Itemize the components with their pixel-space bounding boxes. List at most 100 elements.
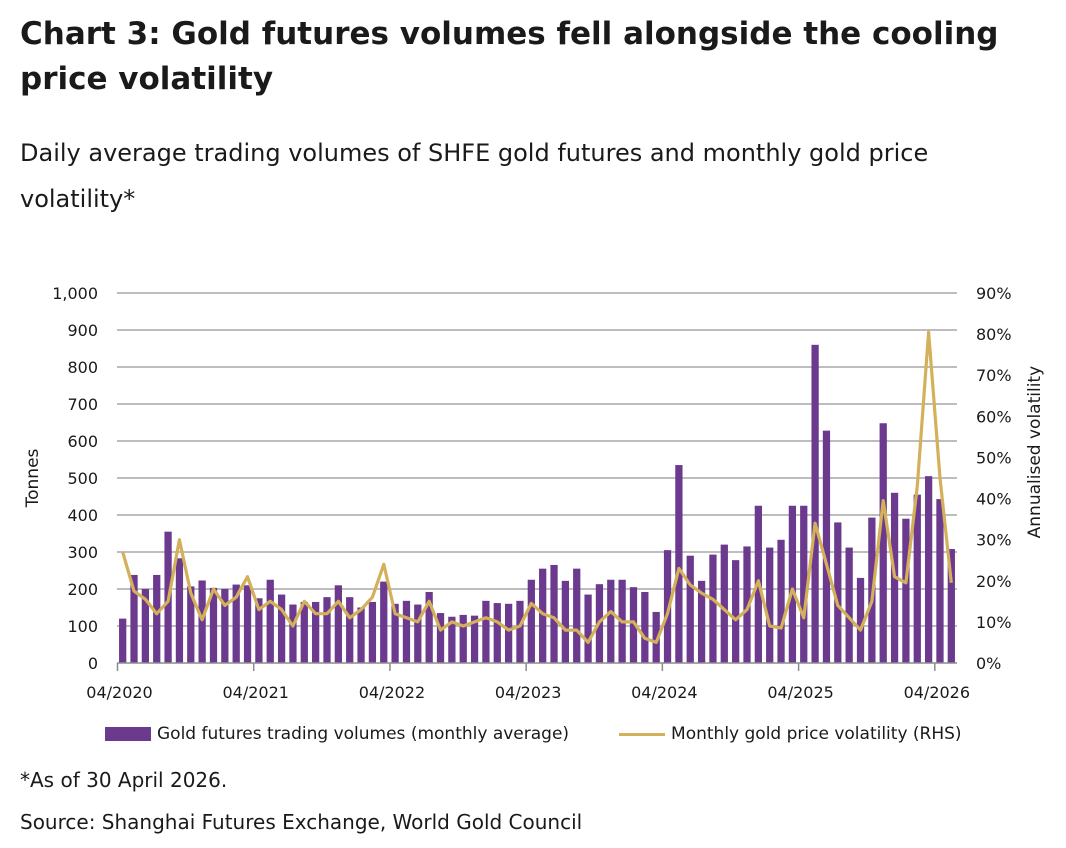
volume-bar xyxy=(720,544,728,663)
y2-tick-label: 20% xyxy=(976,572,1012,591)
legend-item-bars: Gold futures trading volumes (monthly av… xyxy=(105,724,569,744)
y-tick-label: 0 xyxy=(88,654,98,673)
x-tick-label: 04/2023 xyxy=(495,683,561,702)
legend-swatch-bars xyxy=(105,727,151,741)
y2-tick-label: 50% xyxy=(976,448,1012,467)
x-tick-label: 04/2026 xyxy=(904,683,970,702)
y2-tick-label: 10% xyxy=(976,613,1012,632)
y2-tick-label: 80% xyxy=(976,325,1012,344)
y-tick-label: 1,000 xyxy=(52,284,98,303)
volume-bar xyxy=(652,611,660,663)
y-tick-label: 600 xyxy=(67,432,98,451)
volume-bar xyxy=(425,591,433,663)
y2-tick-label: 90% xyxy=(976,284,1012,303)
legend-swatch-line xyxy=(619,732,666,736)
volume-bar xyxy=(334,585,342,663)
chart-subtitle: Daily average trading volumes of SHFE go… xyxy=(20,139,929,213)
volatility-line xyxy=(121,330,953,644)
volume-bar xyxy=(550,564,558,663)
y-tick-label: 200 xyxy=(67,580,98,599)
volume-bar xyxy=(368,601,377,663)
y-tick-label: 500 xyxy=(67,469,98,488)
volume-bar xyxy=(312,601,320,663)
volume-bar xyxy=(448,616,456,663)
volume-bar xyxy=(822,430,831,663)
volume-bar xyxy=(913,494,921,663)
legend-label-bars: Gold futures trading volumes (monthly av… xyxy=(157,724,570,744)
x-tick-label: 04/2021 xyxy=(222,683,288,702)
volume-bar xyxy=(141,589,150,663)
legend: Gold futures trading volumes (monthly av… xyxy=(105,724,1012,744)
volume-bar xyxy=(493,603,501,663)
volume-bar xyxy=(902,518,910,663)
volume-bar xyxy=(119,618,127,663)
volume-bar xyxy=(255,598,263,663)
volume-bar xyxy=(856,577,865,663)
volume-bar xyxy=(629,587,638,663)
volume-bar xyxy=(743,546,751,663)
volume-bar xyxy=(573,568,581,663)
volume-bar xyxy=(153,574,161,663)
volume-bar xyxy=(641,591,649,663)
footnote: *As of 30 April 2026. xyxy=(20,768,228,792)
volume-bar xyxy=(777,539,785,663)
volume-bar xyxy=(561,580,570,663)
x-tick-label: 04/2022 xyxy=(359,683,425,702)
combo-chart: 0 100 200 300 400 500 600 700 800 900 1,000 0% 10% 20… xyxy=(23,284,1045,702)
chart-title: Chart 3: Gold futures volumes fell along… xyxy=(20,16,999,97)
x-tick-label: 04/2020 xyxy=(86,683,152,702)
volume-bar xyxy=(391,603,399,663)
volume-bar xyxy=(924,476,933,663)
volume-bar xyxy=(266,579,274,663)
volume-bar xyxy=(380,581,388,663)
y2-tick-label: 40% xyxy=(976,490,1012,509)
volume-bar xyxy=(709,554,717,663)
volume-bar xyxy=(300,601,308,663)
volume-bar xyxy=(516,600,524,663)
volume-bar xyxy=(788,505,797,663)
legend-label-line: Monthly gold price volatility (RHS) xyxy=(671,724,962,744)
volume-bar xyxy=(732,560,740,663)
volume-bar xyxy=(482,600,490,663)
volume-bar xyxy=(187,586,195,663)
y2-tick-label: 30% xyxy=(976,531,1012,550)
volume-bar xyxy=(402,600,411,663)
volume-bar xyxy=(221,589,229,663)
volume-bar xyxy=(663,550,672,663)
y-axis-title: Tonnes xyxy=(23,448,43,508)
volume-bar xyxy=(504,603,513,663)
y-tick-label: 100 xyxy=(67,617,98,636)
volume-bar xyxy=(675,465,683,663)
volume-bar xyxy=(470,615,479,663)
y2-tick-label: 70% xyxy=(976,366,1012,385)
volume-bar xyxy=(175,558,184,663)
volume-bar xyxy=(936,499,944,663)
volume-bar xyxy=(527,579,535,663)
volume-bar xyxy=(539,568,547,663)
volume-bar xyxy=(845,547,853,663)
volume-bar xyxy=(686,555,694,663)
y-tick-label: 700 xyxy=(67,395,98,414)
volume-bar xyxy=(232,584,240,663)
volume-bar xyxy=(130,574,138,663)
volume-bar xyxy=(879,423,887,663)
volume-bar xyxy=(811,344,819,663)
volume-bar xyxy=(436,613,445,663)
volume-bar xyxy=(243,585,252,663)
volume-bar xyxy=(289,604,297,663)
volume-bar xyxy=(607,579,615,663)
volume-bar xyxy=(357,607,365,663)
y2-tick-label: 60% xyxy=(976,407,1012,426)
volume-bar xyxy=(209,587,218,663)
y2-tick-label: 0% xyxy=(976,654,1001,673)
source-note: Source: Shanghai Futures Exchange, World… xyxy=(20,810,583,834)
y-tick-label: 800 xyxy=(67,358,98,377)
volume-bar xyxy=(414,604,422,663)
y-tick-label: 300 xyxy=(67,543,98,562)
x-tick-label: 04/2024 xyxy=(631,683,697,702)
volume-bar xyxy=(198,580,206,663)
volume-bar xyxy=(947,549,955,663)
y-tick-label: 400 xyxy=(67,506,98,525)
volume-bar xyxy=(800,505,808,663)
y-tick-label: 900 xyxy=(67,321,98,340)
